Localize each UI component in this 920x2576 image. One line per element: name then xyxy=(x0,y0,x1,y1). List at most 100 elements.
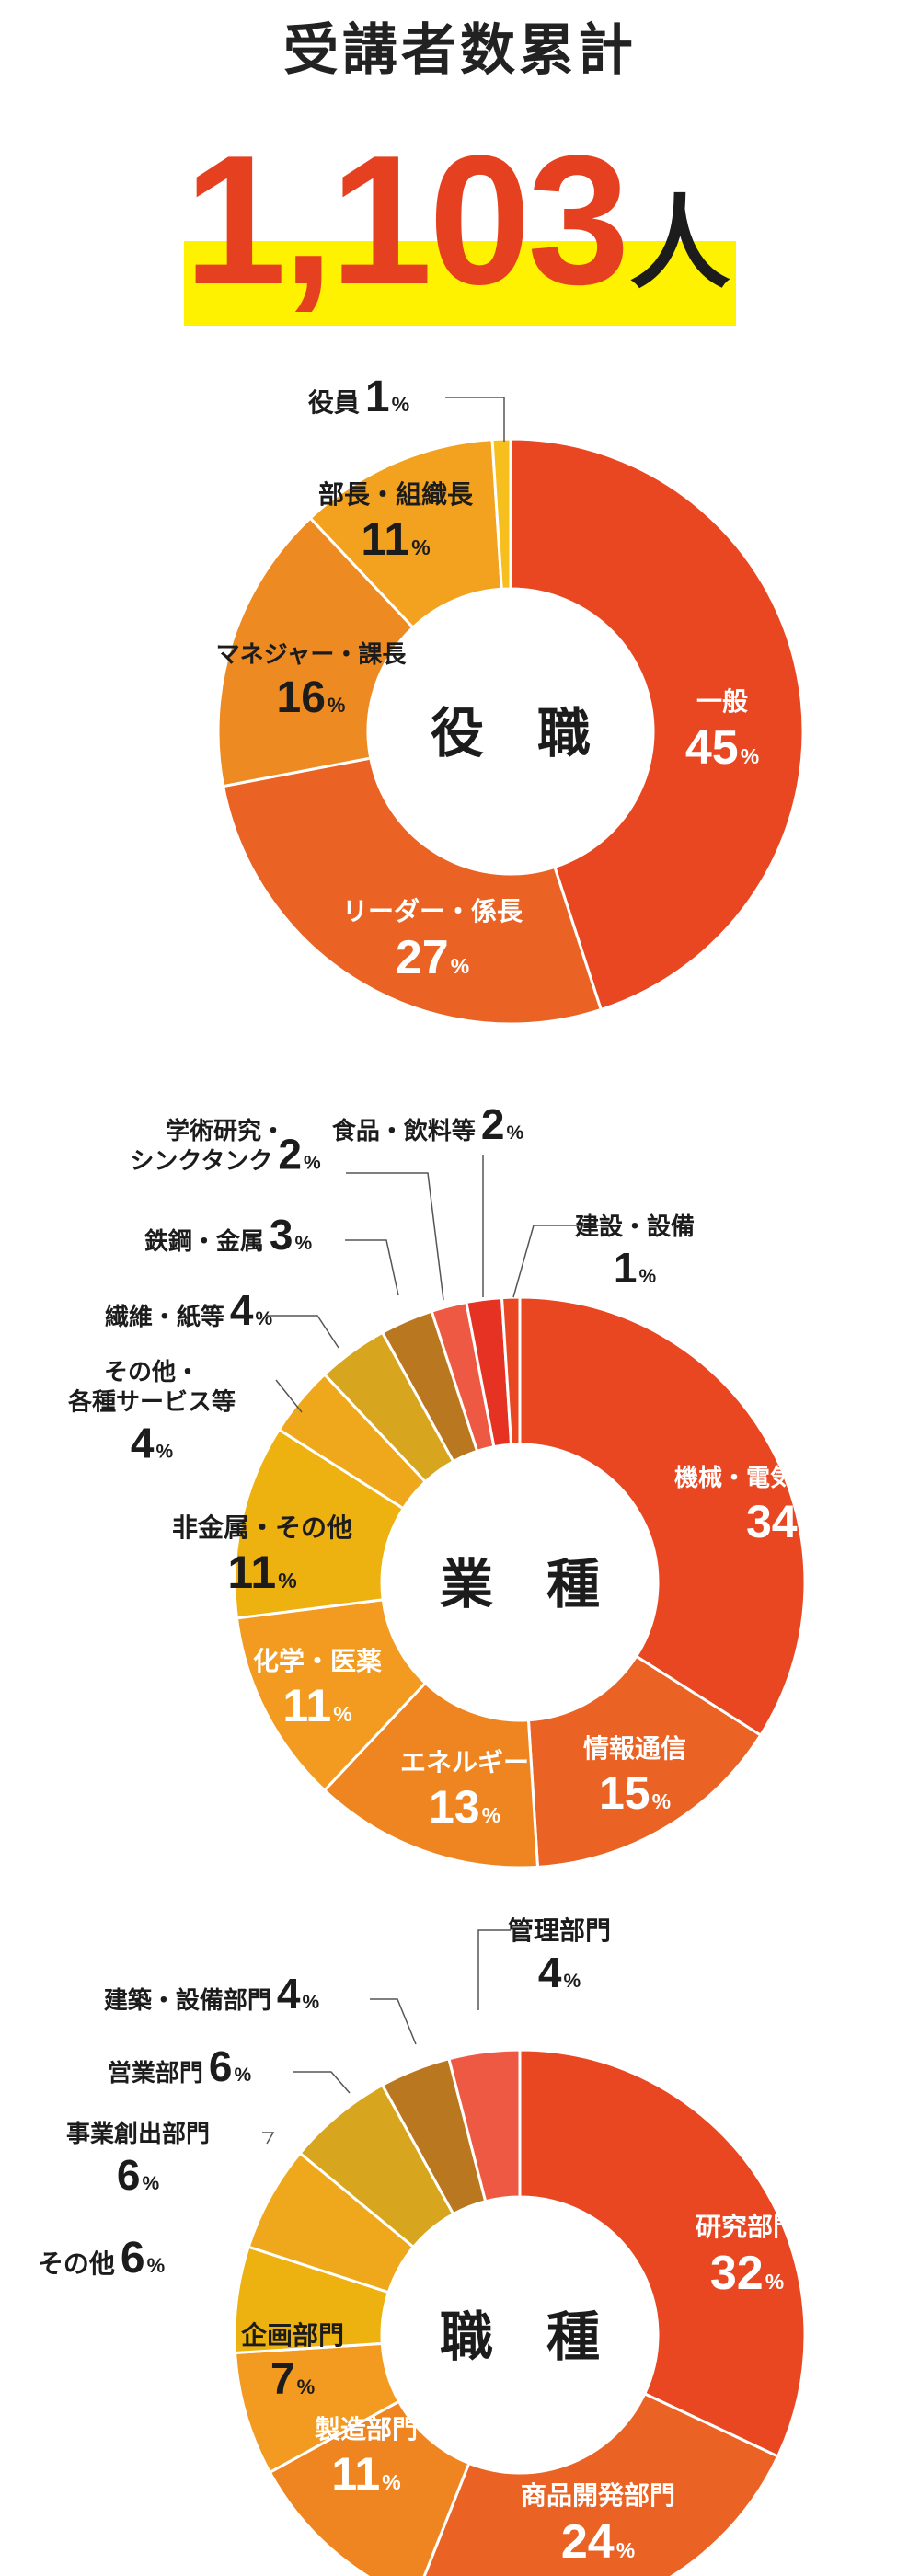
slice-label-1: 商品開発部門 24% xyxy=(521,2480,675,2569)
slice-label-3: 企画部門 7% xyxy=(241,2320,344,2404)
total-value: 1,103 xyxy=(184,118,629,323)
slice-category-label: 機械・電気・電子等 xyxy=(674,1464,890,1492)
slice-label-2: マネジャー・課長 16% xyxy=(216,640,408,722)
leader-line-7 xyxy=(370,1998,417,2045)
donut-slice-1 xyxy=(221,756,604,1026)
slice-label-2: 製造部門 11% xyxy=(315,2414,418,2500)
donut-slice-10 xyxy=(500,1295,522,1446)
slice-value-label: 1 xyxy=(365,373,390,421)
leader-line-5 xyxy=(262,2132,275,2145)
total-highlight-bar xyxy=(184,241,736,326)
slice-value-label: 45% xyxy=(685,721,759,775)
slice-value-label: 11% xyxy=(227,1547,296,1598)
slice-value-label: 4 xyxy=(277,1970,301,2018)
leader-line-6 xyxy=(293,2071,351,2094)
slice-label-0: 一般 45% xyxy=(685,686,759,775)
slice-value-label: 2 xyxy=(278,1131,302,1179)
slice-value-label: 1% xyxy=(614,1244,657,1292)
slice-label-4: 役員 1% xyxy=(308,373,409,421)
donut-slice-2 xyxy=(216,516,416,788)
slice-category-label: マネジャー・課長 xyxy=(216,640,408,669)
slice-category-label: エネルギー xyxy=(400,1747,529,1777)
slice-label-6: 繊維・紙等 4% xyxy=(105,1286,273,1334)
donut-slice-2 xyxy=(322,1681,540,1869)
slice-value-label: 15% xyxy=(599,1767,671,1819)
slice-value-label: 4% xyxy=(131,1420,174,1467)
donut-chart-industry: 業 種機械・電気・電子等34%情報通信15%エネルギー13%化学・医薬11%非金… xyxy=(67,1100,890,1869)
leader-line-8 xyxy=(477,1929,511,2010)
slice-category-label: 事業創出部門 xyxy=(66,2121,210,2148)
slice-category-label: その他 6% xyxy=(38,2234,165,2283)
slice-label-4: 非金属・その他 11% xyxy=(172,1512,352,1598)
slice-value-label: 4 xyxy=(230,1286,254,1334)
slice-value-label: 32% xyxy=(710,2247,784,2300)
slice-label-0: 研究部門 32% xyxy=(696,2212,799,2300)
donut-slice-0 xyxy=(518,1295,807,1738)
slice-value-label: 3 xyxy=(270,1211,293,1259)
leader-line-5 xyxy=(275,1379,303,1413)
slice-category-label: 部長・組織長 xyxy=(318,479,474,510)
slice-label-7: 建築・設備部門 4% xyxy=(104,1970,320,2018)
slice-value-label: 27% xyxy=(396,931,469,984)
donut-chart-job-type: 職 種 研究部門 32% 商品開発部門 24% 製造部門 11% 企画部門 7% その他 6% 事業創… xyxy=(38,1915,807,2576)
donut-slice-0 xyxy=(509,437,805,1012)
slice-label-10: 建設・設備 1% xyxy=(575,1213,695,1292)
slice-label-5: 事業創出部門 6% xyxy=(66,2121,210,2199)
header-title: 受講者数累計 xyxy=(283,18,637,83)
leader-line-6 xyxy=(267,1315,339,1349)
slice-value-label: 7% xyxy=(270,2355,315,2404)
slice-category-label: 情報通信 xyxy=(583,1733,686,1764)
leader-line-8 xyxy=(346,1172,444,1301)
donut-slice-0 xyxy=(518,2048,807,2458)
donut-center-title: 役 職 xyxy=(431,702,591,765)
slice-category-label: 製造部門 xyxy=(315,2414,418,2444)
slice-label-3: 化学・医薬 11% xyxy=(253,1646,382,1731)
slice-category-label: 建設・設備 xyxy=(575,1213,695,1241)
slice-value-label: 24% xyxy=(561,2515,635,2569)
slice-category-label: 一般 xyxy=(696,686,748,717)
slice-label-1: リーダー・係長 27% xyxy=(342,896,523,984)
slice-label-6: 営業部門 6% xyxy=(108,2042,252,2090)
slice-category-label: 商品開発部門 xyxy=(521,2480,675,2511)
donut-slice-4 xyxy=(490,437,512,591)
slice-category-label: 非金属・その他 xyxy=(172,1512,352,1543)
slice-category-label: 建築・設備部門 4% xyxy=(104,1970,320,2018)
slice-value-label: 11% xyxy=(282,1680,351,1731)
slice-label-7: 鉄鋼・金属 3% xyxy=(144,1211,313,1259)
slice-label-8: 学術研究・シンクタンク 2% xyxy=(130,1117,321,1179)
slice-label-4: その他 6% xyxy=(38,2234,165,2283)
slice-category-label: 繊維・紙等 4% xyxy=(105,1286,273,1334)
slice-category-label: 研究部門 xyxy=(696,2212,799,2242)
slice-category-label: 食品・飲料等 2% xyxy=(332,1100,524,1148)
slice-category-label: その他・各種サービス等 xyxy=(67,1359,236,1417)
donut-center-title: 職 種 xyxy=(440,2306,600,2368)
slice-value-label: 11% xyxy=(361,513,430,565)
slice-label-0: 機械・電気・電子等 34% xyxy=(674,1464,890,1547)
slice-value-label: 16% xyxy=(277,673,346,722)
slice-value-label: 6 xyxy=(121,2234,145,2283)
donut-center-title: 業 種 xyxy=(440,1553,600,1616)
leader-line-10 xyxy=(512,1225,607,1298)
donut-slice-1 xyxy=(422,2391,780,2576)
leader-line-4 xyxy=(445,397,505,442)
slice-category-label: 管理部門 xyxy=(508,1915,611,1946)
slice-category-label: 役員 1% xyxy=(308,373,409,421)
slice-category-label: リーダー・係長 xyxy=(342,896,523,926)
slice-value-label: 4% xyxy=(538,1949,581,1996)
slice-value-label: 11% xyxy=(331,2448,400,2500)
slice-value-label: 6 xyxy=(209,2042,233,2090)
slice-value-label: 34% xyxy=(746,1496,818,1547)
slice-category-label: 学術研究・シンクタンク 2% xyxy=(130,1117,321,1179)
slice-value-label: 6% xyxy=(117,2151,160,2199)
slice-value-label: 2 xyxy=(481,1100,505,1148)
leader-line-7 xyxy=(345,1239,399,1296)
slice-category-label: 化学・医薬 xyxy=(253,1646,382,1676)
total-unit: 人 xyxy=(629,185,730,303)
donut-slice-8 xyxy=(447,2048,522,2203)
slice-category-label: 鉄鋼・金属 3% xyxy=(144,1211,313,1259)
